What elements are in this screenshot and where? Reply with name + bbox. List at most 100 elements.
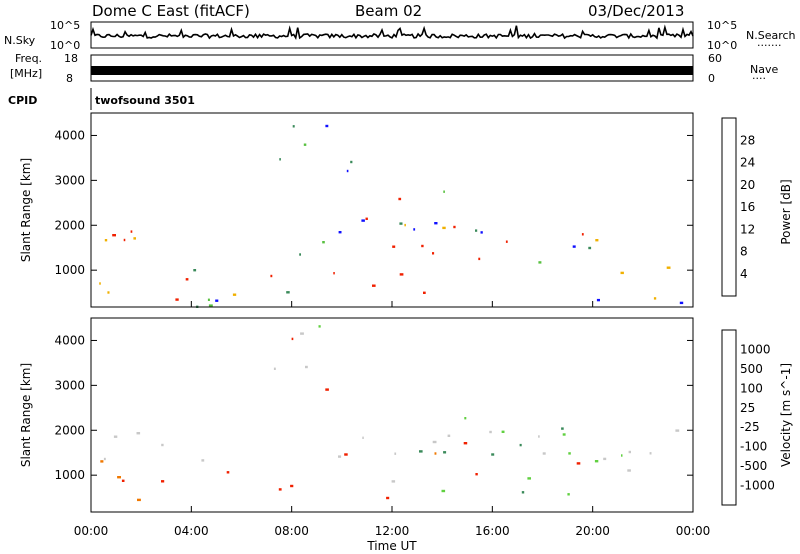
scatter-cell — [133, 237, 136, 240]
colorbar-tick-label: 20 — [740, 178, 755, 192]
scatter-cell — [666, 266, 671, 269]
beam-title: Beam 02 — [355, 2, 422, 20]
nsearch-dots: ······· — [757, 39, 781, 52]
scatter-cell — [432, 440, 437, 444]
date-title: 03/Dec/2013 — [588, 2, 684, 20]
scatter-cell — [346, 169, 349, 173]
scatter-cell — [278, 488, 282, 491]
scatter-cell — [350, 160, 353, 164]
scatter-cell — [603, 457, 607, 461]
scatter-cell — [434, 222, 438, 225]
scatter-cell — [475, 229, 478, 232]
scatter-cell — [621, 454, 623, 457]
scatter-cell — [443, 451, 447, 454]
colorbar-tick-label: -100 — [740, 440, 767, 454]
nave-dots: ···· — [752, 72, 766, 85]
scatter-cell — [627, 469, 631, 472]
scatter-cell — [596, 298, 600, 302]
scatter-cell — [399, 222, 403, 225]
scatter-cell — [567, 493, 570, 496]
scatter-cell — [338, 455, 342, 458]
scatter-cell — [121, 479, 125, 482]
scatter-cell — [207, 298, 210, 301]
nave-tick-bottom: 0 — [708, 72, 715, 85]
scatter-cell — [463, 442, 468, 445]
scatter-cell — [501, 430, 505, 433]
freq-label: Freq. — [15, 52, 42, 65]
cpid-label: CPID — [8, 94, 37, 107]
scatter-cell — [175, 298, 179, 301]
y-tick-label: 2000 — [54, 218, 85, 232]
plot-frame — [90, 317, 694, 513]
scatter-cell — [542, 452, 546, 455]
scatter-cell — [365, 217, 368, 220]
nsky-panel: N.Sky 10^5 10^0 N.Search ······· 10^5 10… — [4, 19, 796, 52]
colorbar-frame — [721, 329, 737, 506]
nsky-tick-bottom: 10^0 — [50, 39, 80, 52]
cpid-value: twofsound 3501 — [95, 94, 195, 107]
scatter-cell — [113, 435, 118, 438]
scatter-cell — [391, 480, 396, 483]
scatter-cell — [519, 443, 522, 447]
scatter-cell — [572, 245, 576, 248]
scatter-cell — [562, 433, 566, 436]
y-axis-label: Slant Range [km] — [19, 158, 33, 262]
scatter-cell — [215, 299, 219, 302]
colorbar-tick-label: 4 — [740, 267, 748, 281]
y-axis-label: Slant Range [km] — [19, 363, 33, 467]
scatter-cell — [100, 460, 104, 463]
power-panel: 1000 2000 3000 4000 Slant Range [km] 4 8 12 16 20… — [19, 112, 793, 308]
colorbar-tick-label: 28 — [740, 133, 755, 147]
scatter-cell — [303, 143, 307, 146]
colorbar-tick-label: -25 — [740, 420, 760, 434]
nave-tick-top: 60 — [708, 52, 722, 65]
x-tick-label: 12:00 — [375, 524, 410, 538]
scatter-cell — [208, 304, 213, 307]
colorbar-tick-label: 24 — [740, 156, 755, 170]
scatter-cell — [185, 278, 189, 281]
scatter-cell — [404, 223, 406, 227]
nsky-frame — [90, 21, 694, 49]
scatter-cell — [480, 231, 483, 234]
scatter-cell — [290, 484, 294, 488]
scatter-cell — [201, 459, 205, 462]
scatter-cell — [675, 429, 680, 432]
freq-tick-bottom: 8 — [66, 72, 73, 85]
x-tick-label: 04:00 — [174, 524, 209, 538]
scatter-cell — [649, 452, 652, 455]
scatter-cell — [679, 301, 684, 305]
scatter-cell — [299, 253, 301, 256]
x-tick-label: 16:00 — [475, 524, 510, 538]
scatter-cell — [372, 284, 376, 287]
scatter-cell — [421, 244, 424, 248]
scatter-cell — [361, 219, 365, 222]
scatter-cell — [99, 282, 101, 285]
nsearch-tick-bottom: 10^0 — [707, 39, 737, 52]
y-tick-label: 1000 — [54, 468, 85, 482]
station-title: Dome C East (fitACF) — [92, 2, 250, 20]
plot-frame — [90, 112, 694, 308]
colorbar-tick-label: 1000 — [740, 342, 771, 356]
scatter-cell — [292, 125, 295, 128]
scatter-cell — [325, 124, 329, 128]
scatter-cell — [117, 476, 121, 479]
scatter-cell — [136, 432, 141, 435]
scatter-cell — [505, 240, 508, 243]
scatter-cell — [432, 252, 435, 255]
scatter-cell — [325, 388, 329, 391]
freq-series — [91, 66, 693, 75]
y-tick-label: 3000 — [54, 378, 85, 392]
scatter-cell — [423, 291, 426, 294]
scatter-cell — [291, 337, 294, 341]
scatter-cell — [107, 291, 110, 294]
scatter-cell — [104, 239, 108, 242]
scatter-cell — [286, 291, 290, 294]
time-axis-label: Time UT — [366, 539, 417, 553]
scatter-cell — [273, 367, 276, 370]
scatter-cell — [595, 239, 599, 242]
freq-unit: [MHz] — [10, 67, 42, 80]
colorbar-tick-label: -500 — [740, 459, 767, 473]
scatter-cell — [453, 225, 456, 229]
scatter-cell — [489, 430, 492, 434]
time-axis: 00:00 04:00 08:00 12:00 16:00 20:00 00:00 — [74, 301, 710, 538]
